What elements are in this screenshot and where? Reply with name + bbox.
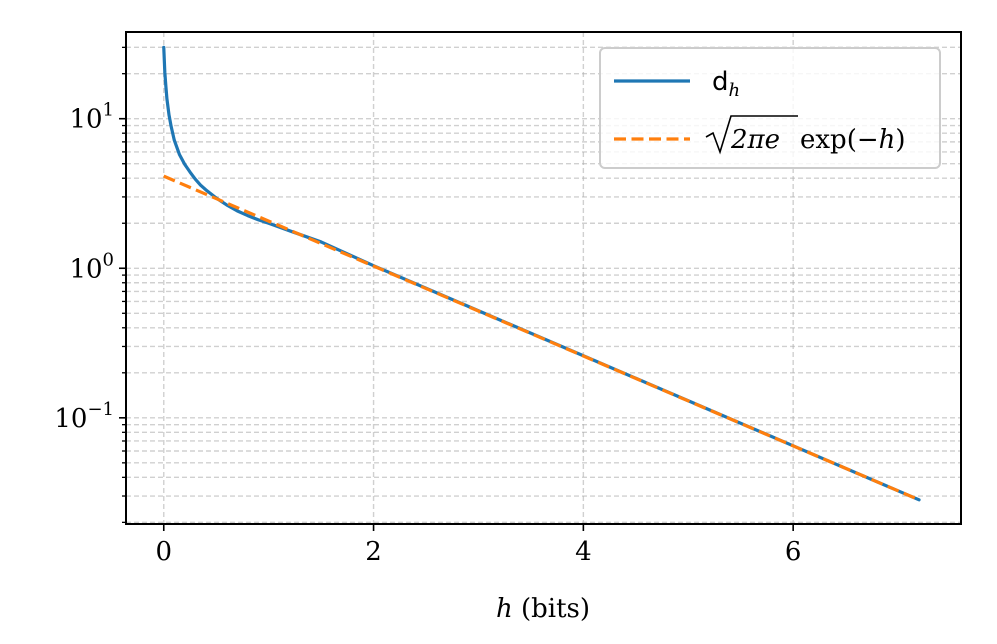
legend: dh 2πe exp(−h) — [599, 47, 941, 169]
series-line-2 — [163, 174, 920, 502]
legend-exp-h: h — [879, 125, 896, 155]
legend-label-series-1: dh — [712, 67, 740, 101]
x-axis-ticks: 0 2 4 6 — [155, 524, 801, 567]
legend-sqrt-argument: 2πe — [730, 125, 780, 155]
y-tick-label-base: 10 — [69, 254, 102, 284]
legend-label-series-1-main: d — [712, 67, 729, 97]
legend-exp-suffix: ) — [895, 125, 905, 155]
legend-exp-prefix: exp(− — [800, 125, 879, 155]
x-axis-label-rest: (bits) — [513, 594, 590, 624]
x-tick-label: 2 — [365, 537, 382, 567]
x-axis-label-italic: h — [496, 594, 513, 624]
legend-label-series-1-sub: h — [729, 80, 741, 101]
series-lines — [162, 45, 921, 502]
legend-label-series-2: 2πe exp(−h) — [705, 115, 906, 155]
y-tick-label-exponent: 1 — [103, 100, 114, 121]
y-tick-label: 101 — [69, 100, 114, 135]
legend-exp-expression: exp(−h) — [800, 125, 906, 155]
y-tick-label: 10−1 — [54, 399, 114, 434]
legend-sqrt-sign — [705, 115, 798, 155]
x-tick-label: 0 — [155, 537, 172, 567]
x-tick-label: 6 — [785, 537, 802, 567]
x-axis-label: h (bits) — [496, 594, 590, 624]
y-tick-label-exponent: −1 — [87, 399, 114, 420]
y-tick-label-exponent: 0 — [103, 249, 114, 270]
x-tick-label: 4 — [575, 537, 592, 567]
y-tick-label: 100 — [69, 249, 114, 284]
y-tick-label-base: 10 — [54, 404, 87, 434]
plot-frame — [125, 31, 962, 525]
y-tick-label-base: 10 — [69, 105, 102, 135]
